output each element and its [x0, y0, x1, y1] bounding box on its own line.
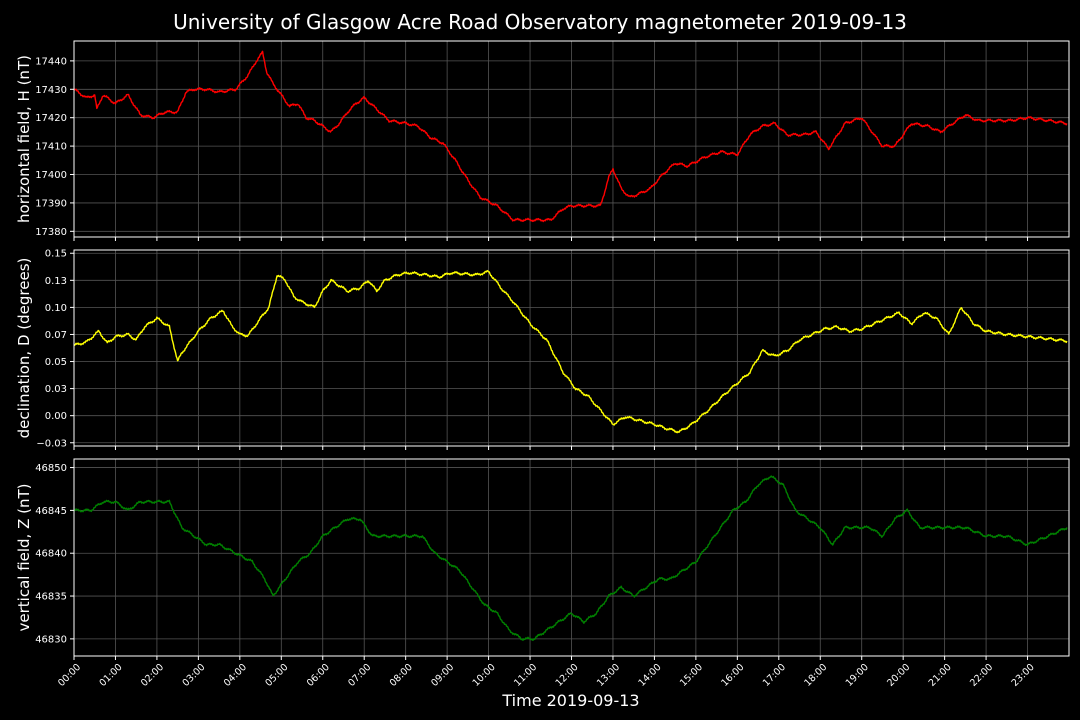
- series-line: [73, 50, 1068, 223]
- y-tick-label: 17430: [35, 85, 67, 96]
- series-line: [73, 269, 1068, 434]
- plot-frame: [73, 40, 1070, 238]
- y-tick-label: 17410: [35, 142, 67, 153]
- y-tick-label: 0.00: [45, 411, 67, 422]
- y-tick-label: 0.15: [45, 249, 67, 260]
- y-tick-label: 0.13: [45, 276, 67, 287]
- y-tick-label: 17420: [35, 113, 67, 124]
- y-tick-label: 46845: [35, 506, 67, 517]
- series-line: [73, 475, 1068, 641]
- y-tick-label: 0.07: [45, 330, 67, 341]
- y-tick-label: 46850: [35, 463, 67, 474]
- panel-2: −0.03 0.00 0.03 0.05 0.07 0.10 0.13 0.15 declina…: [15, 249, 1070, 450]
- y-axis-label: vertical field, Z (nT): [15, 483, 33, 631]
- y-tick-label: −0.03: [36, 438, 67, 449]
- plot-frame: [73, 249, 1070, 447]
- y-tick-label: 46835: [35, 592, 67, 603]
- y-axis-label: horizontal field, H (nT): [15, 55, 33, 223]
- panel-1: 17380 17390 17400 17410 17420 17430 17440horiz…: [15, 40, 1070, 241]
- y-axis-label: declination, D (degrees): [15, 258, 33, 439]
- figure-title: University of Glasgow Acre Road Observat…: [173, 10, 907, 34]
- plot-frame: [73, 458, 1070, 657]
- y-tick-label: 17380: [35, 227, 67, 238]
- y-tick-label: 0.10: [45, 303, 67, 314]
- y-tick-label: 46830: [35, 634, 67, 645]
- y-tick-label: 17440: [35, 56, 67, 67]
- y-tick-label: 46840: [35, 549, 67, 560]
- y-tick-label: 0.03: [45, 384, 67, 395]
- y-tick-label: 17400: [35, 170, 67, 181]
- y-tick-label: 0.05: [45, 357, 67, 368]
- x-axis-label: Time 2019-09-13: [501, 691, 639, 710]
- y-tick-label: 17390: [35, 198, 67, 209]
